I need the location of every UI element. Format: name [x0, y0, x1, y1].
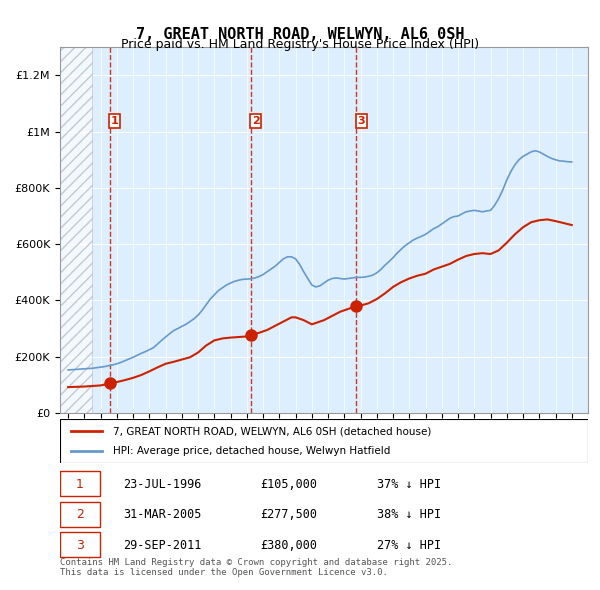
Text: 2: 2: [76, 508, 84, 522]
Text: HPI: Average price, detached house, Welwyn Hatfield: HPI: Average price, detached house, Welw…: [113, 446, 390, 455]
Bar: [60, 47, 92, 413]
Text: 38% ↓ HPI: 38% ↓ HPI: [377, 508, 441, 522]
FancyBboxPatch shape: [60, 419, 588, 463]
Text: 31-MAR-2005: 31-MAR-2005: [124, 508, 202, 522]
FancyBboxPatch shape: [60, 502, 100, 527]
Text: Price paid vs. HM Land Registry's House Price Index (HPI): Price paid vs. HM Land Registry's House …: [121, 38, 479, 51]
Text: 3: 3: [76, 539, 84, 552]
Text: 29-SEP-2011: 29-SEP-2011: [124, 539, 202, 552]
FancyBboxPatch shape: [60, 532, 100, 557]
Text: £380,000: £380,000: [260, 539, 317, 552]
Text: £277,500: £277,500: [260, 508, 317, 522]
Text: 37% ↓ HPI: 37% ↓ HPI: [377, 478, 441, 491]
Text: 3: 3: [358, 116, 365, 126]
Text: 1: 1: [76, 478, 84, 491]
Text: 7, GREAT NORTH ROAD, WELWYN, AL6 0SH: 7, GREAT NORTH ROAD, WELWYN, AL6 0SH: [136, 27, 464, 41]
Text: 27% ↓ HPI: 27% ↓ HPI: [377, 539, 441, 552]
Text: 2: 2: [252, 116, 259, 126]
Text: £105,000: £105,000: [260, 478, 317, 491]
FancyBboxPatch shape: [60, 471, 100, 496]
Text: Contains HM Land Registry data © Crown copyright and database right 2025.
This d: Contains HM Land Registry data © Crown c…: [60, 558, 452, 577]
Text: 7, GREAT NORTH ROAD, WELWYN, AL6 0SH (detached house): 7, GREAT NORTH ROAD, WELWYN, AL6 0SH (de…: [113, 427, 431, 436]
Text: 1: 1: [111, 116, 119, 126]
Text: 23-JUL-1996: 23-JUL-1996: [124, 478, 202, 491]
